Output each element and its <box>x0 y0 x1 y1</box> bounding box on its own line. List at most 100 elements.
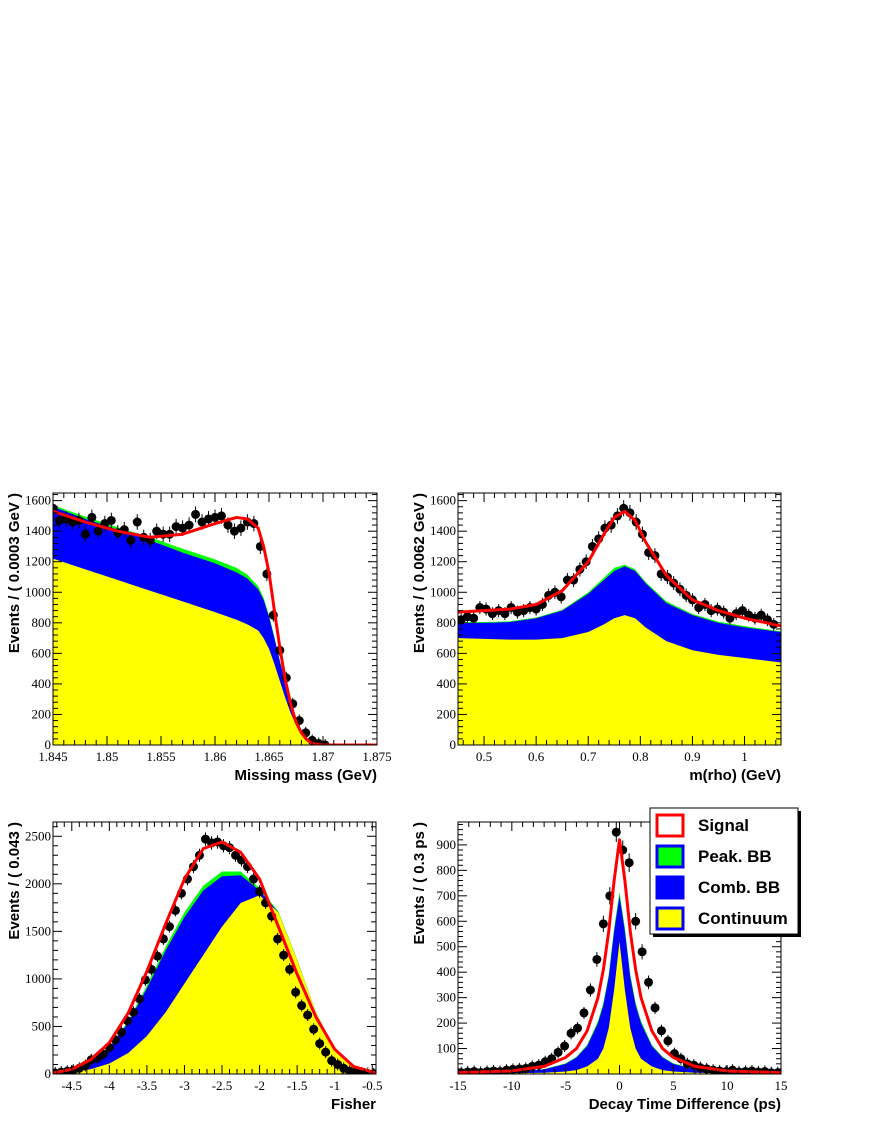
legend-swatch <box>655 875 685 900</box>
y-tick-label: 600 <box>32 645 52 660</box>
x-tick-label: 0.8 <box>632 749 648 764</box>
data-point <box>285 964 295 974</box>
x-tick-label: 5 <box>670 1078 677 1093</box>
data-point <box>579 1008 589 1018</box>
x-tick-label: 0.5 <box>476 749 492 764</box>
x-tick-label: -4.5 <box>61 1078 82 1093</box>
x-tick-label: 0.6 <box>528 749 545 764</box>
data-point <box>531 604 541 614</box>
legend-label: Peak. BB <box>698 847 772 866</box>
y-tick-label: 1600 <box>25 493 51 508</box>
area-continuum <box>53 558 377 745</box>
x-axis-title: Missing mass (GeV) <box>234 767 377 784</box>
y-tick-label: 400 <box>32 676 52 691</box>
data-point <box>249 874 259 884</box>
y-tick-label: 2500 <box>25 828 51 843</box>
data-point <box>279 950 289 960</box>
chart-missing-mass: 1.845 1.85 1.855 1.86 1.865 1.87 1.875 0 200 400 6… <box>6 492 392 784</box>
y-tick-label: 800 <box>437 862 457 877</box>
data-point <box>585 985 595 995</box>
x-axis-title: Decay Time Difference (ps) <box>589 1096 781 1113</box>
x-axis-title: Fisher <box>331 1096 376 1113</box>
x-tick-label: 0.9 <box>684 749 700 764</box>
data-point <box>556 592 566 602</box>
data-point <box>132 517 142 527</box>
area-continuum <box>458 941 781 1074</box>
data-point <box>303 1010 313 1020</box>
chart-fisher: -4.5 -4 -3.5 -3 -2.5 -2 -1.5 -1 -0.5 0 500 1000 1500… <box>6 821 383 1113</box>
x-tick-label: 1.85 <box>96 749 119 764</box>
legend-label: Signal <box>698 816 749 835</box>
data-point <box>297 1001 307 1011</box>
y-axis-title: Events / ( 0.043 ) <box>6 822 23 940</box>
data-point <box>663 1036 673 1046</box>
data-point <box>737 606 747 616</box>
x-tick-label: -5 <box>560 1078 571 1093</box>
x-tick-label: 1.875 <box>362 749 391 764</box>
y-tick-label: 1000 <box>430 584 456 599</box>
data-point <box>191 509 201 519</box>
y-tick-label: 1400 <box>25 523 51 538</box>
plot-area <box>53 832 376 1074</box>
legend-swatch <box>655 844 685 869</box>
x-tick-label: 1 <box>741 749 748 764</box>
x-tick-label: 0 <box>616 1078 623 1093</box>
y-tick-label: 1500 <box>25 923 51 938</box>
legend: Signal Peak. BB Comb. BB Continuum <box>649 807 801 937</box>
chart-m-rho: 0.5 0.6 0.7 0.8 0.9 1 0 200 400 600 800 1000 1200 140… <box>411 492 782 784</box>
area-continuum <box>53 895 376 1074</box>
data-point <box>650 1003 660 1013</box>
y-tick-label: 0 <box>45 1066 52 1081</box>
x-tick-label: -4 <box>104 1078 115 1093</box>
legend-label: Continuum <box>698 909 788 928</box>
y-tick-label: 600 <box>437 913 457 928</box>
y-axis-title: Events / ( 0.3 ps ) <box>411 822 428 945</box>
y-tick-label: 1000 <box>25 971 51 986</box>
data-point <box>500 609 510 619</box>
y-axis-title: Events / ( 0.0062 GeV ) <box>411 493 428 653</box>
x-tick-label: -3 <box>179 1078 190 1093</box>
y-tick-label: 100 <box>437 1041 457 1056</box>
y-tick-label: 800 <box>32 615 52 630</box>
x-axis-title: m(rho) (GeV) <box>689 767 781 784</box>
y-tick-label: 0 <box>450 737 457 752</box>
signal-curve <box>458 509 781 628</box>
data-point <box>592 954 602 964</box>
x-tick-label: 15 <box>775 1078 788 1093</box>
signal-curve <box>458 838 781 1074</box>
data-point <box>553 1047 563 1057</box>
data-point <box>273 934 283 944</box>
data-point <box>309 1024 319 1034</box>
data-point <box>656 1026 666 1036</box>
data-point <box>611 827 621 837</box>
data-point <box>598 919 608 929</box>
y-tick-label: 900 <box>437 837 457 852</box>
y-tick-label: 800 <box>437 615 457 630</box>
y-tick-label: 1200 <box>430 554 456 569</box>
x-tick-label: -1.5 <box>287 1078 308 1093</box>
data-point <box>164 922 174 932</box>
y-tick-label: 1400 <box>430 523 456 538</box>
signal-curve <box>53 840 376 1074</box>
legend-label: Comb. BB <box>698 878 780 897</box>
data-point <box>126 535 136 545</box>
y-tick-label: 600 <box>437 645 457 660</box>
plot-area <box>458 822 781 1074</box>
x-tick-label: 1.865 <box>254 749 283 764</box>
y-tick-label: 400 <box>437 964 457 979</box>
data-point <box>87 512 97 522</box>
y-tick-label: 200 <box>32 706 52 721</box>
x-tick-label: -1 <box>329 1078 340 1093</box>
y-axis-title: Events / ( 0.0003 GeV ) <box>6 493 23 653</box>
data-point <box>321 1047 331 1057</box>
y-tick-label: 700 <box>437 888 457 903</box>
data-point <box>315 1039 325 1049</box>
legend-swatch <box>655 906 685 931</box>
x-tick-label: 0.7 <box>580 749 597 764</box>
data-point <box>756 610 766 620</box>
x-tick-label: -3.5 <box>137 1078 158 1093</box>
y-tick-label: 500 <box>32 1018 52 1033</box>
data-point <box>469 613 479 623</box>
x-tick-label: -15 <box>449 1078 466 1093</box>
